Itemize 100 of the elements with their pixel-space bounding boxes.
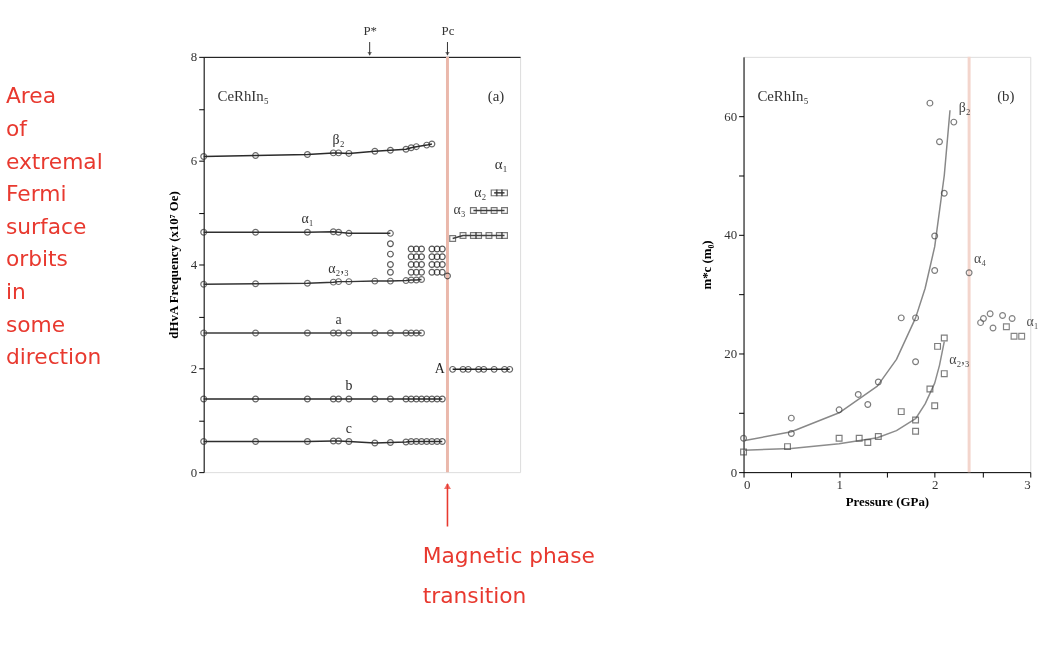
point: [407, 268, 415, 276]
series-label: β₂: [958, 100, 971, 116]
point: [940, 370, 948, 378]
y-tick-label: 0: [190, 465, 198, 480]
point: [449, 235, 457, 243]
annotation: (b): [997, 88, 1015, 106]
point: [412, 261, 420, 268]
y-tick-label: 0: [730, 465, 738, 480]
point: [303, 438, 311, 445]
series-label: α₂,₃: [949, 351, 970, 367]
x-tick-label: 3: [1024, 478, 1031, 493]
point: [412, 143, 420, 151]
x-tick-label: Pc: [441, 23, 455, 38]
point: [329, 437, 337, 445]
point: [345, 438, 353, 445]
point: [303, 279, 311, 287]
annotation: CeRhIn₅: [217, 88, 269, 105]
series-label: b: [345, 378, 353, 394]
point: [252, 280, 260, 288]
point: [345, 149, 353, 157]
point: [386, 250, 394, 258]
point: [345, 278, 353, 286]
y-tick-label: 8: [190, 50, 198, 65]
point: [418, 268, 426, 276]
point: [407, 261, 415, 268]
series-label: α₁: [301, 211, 314, 227]
point: [740, 448, 748, 456]
y-tick-label: 20: [724, 346, 738, 361]
text: Area of extremal Fermi surface orbits in some direction: [5, 83, 103, 370]
y-tick-label: 40: [724, 228, 738, 243]
y-tick-label: 4: [190, 257, 198, 272]
x-tick-label: 0: [744, 478, 751, 493]
point: [423, 395, 431, 403]
point: [386, 439, 394, 447]
point: [999, 312, 1007, 319]
point: [402, 277, 410, 285]
point: [386, 268, 394, 276]
point: [464, 365, 472, 373]
series-label: α₃: [453, 202, 466, 218]
point: [407, 438, 415, 445]
point: [371, 395, 379, 403]
point: [402, 145, 410, 153]
text: Magnetic phase transition: [422, 543, 595, 608]
point: [407, 144, 415, 152]
y-tick-label: 60: [724, 109, 738, 124]
series-label: A: [434, 361, 445, 377]
series-label: α₂,₃: [328, 260, 349, 276]
point: [855, 434, 863, 442]
point: [386, 395, 394, 403]
point: [428, 253, 436, 261]
point: [386, 329, 394, 337]
point: [501, 231, 509, 239]
point: [854, 390, 862, 398]
point: [428, 261, 436, 268]
point: [418, 395, 426, 403]
point: [475, 365, 483, 373]
point: [371, 329, 379, 337]
point: [438, 261, 446, 268]
point: [418, 253, 426, 261]
point: [950, 118, 958, 126]
point: [501, 189, 509, 197]
point: [252, 228, 260, 236]
annotation: (a): [487, 88, 505, 106]
point: [438, 268, 446, 276]
point: [912, 314, 920, 322]
point: [402, 329, 410, 337]
point: [912, 427, 920, 435]
point: [874, 378, 882, 386]
point: [433, 261, 441, 268]
series-label: β₂: [332, 131, 345, 147]
point: [475, 231, 483, 239]
point: [495, 231, 503, 239]
point: [931, 402, 939, 410]
point: [252, 329, 260, 337]
point: [977, 319, 985, 327]
point: [874, 433, 882, 441]
point: [303, 395, 311, 403]
point: [459, 231, 467, 239]
point: [335, 395, 343, 403]
point: [412, 268, 420, 276]
y-axis-title: dHvA Frequency (x10⁷ Oe): [166, 191, 181, 339]
point: [965, 269, 973, 277]
point: [407, 329, 415, 337]
point: [459, 365, 467, 373]
point: [433, 268, 441, 276]
point: [912, 358, 920, 366]
point: [423, 438, 431, 445]
point: [979, 315, 987, 322]
point: [252, 438, 260, 445]
point: [252, 395, 260, 403]
series-label: a: [335, 312, 342, 328]
point: [934, 342, 942, 350]
point: [864, 401, 872, 408]
point: [303, 329, 311, 337]
point: [335, 437, 343, 445]
x-axis-title: Pressure (GPa): [845, 495, 930, 510]
point: [940, 334, 948, 342]
point: [940, 189, 948, 197]
point: [371, 439, 379, 447]
series-label: α₂: [474, 184, 487, 200]
